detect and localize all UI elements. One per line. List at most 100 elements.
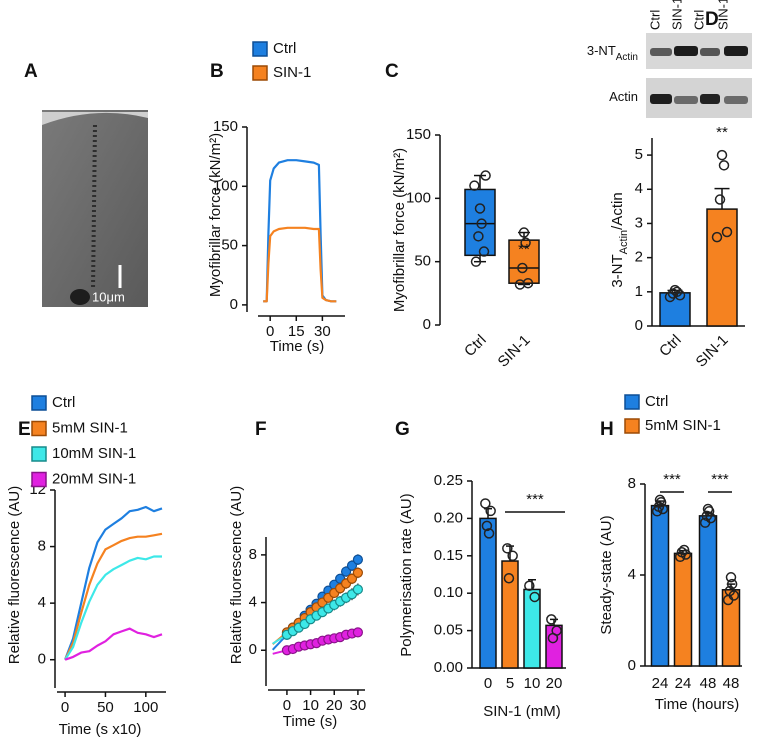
y-tick-label: 0.15: [434, 547, 463, 564]
x-tick-label: 48: [723, 675, 740, 692]
y-tick-label: 0.20: [434, 509, 463, 526]
data-point: [352, 627, 364, 638]
data-point: [346, 560, 358, 571]
needle: [70, 289, 90, 305]
x-tick-label: 30: [350, 697, 367, 714]
bar: [721, 589, 741, 667]
x-axis-label: Time (s): [283, 713, 337, 730]
line: [64, 505, 163, 661]
data-point: [520, 237, 531, 248]
line: [64, 555, 162, 661]
data-point: [678, 544, 690, 556]
y-tick-label: 1: [635, 283, 643, 300]
data-point: [718, 160, 730, 171]
significance: **: [518, 241, 530, 258]
data-point: [547, 632, 559, 644]
bar: [501, 560, 519, 669]
band: [700, 94, 720, 104]
x-tick-label: 0: [283, 697, 291, 714]
data-point: [651, 506, 663, 517]
panel-label: G: [395, 419, 410, 440]
legend-swatch: [252, 65, 268, 81]
bar: [698, 515, 718, 667]
y-tick-label: 0: [635, 317, 643, 334]
legend-swatch: [31, 471, 47, 488]
bar: [673, 552, 693, 667]
y-tick-label: 8: [38, 538, 46, 555]
line: [64, 627, 163, 661]
data-point: [671, 286, 683, 298]
significance: ***: [526, 491, 544, 508]
legend-swatch: [31, 395, 47, 411]
x-tick-label: SIN-1: [693, 332, 732, 371]
data-point: [711, 231, 723, 243]
data-point: [725, 572, 737, 583]
micrograph: [42, 110, 148, 307]
x-tick-label: 48: [700, 675, 717, 692]
panel-a: A 10μm: [24, 61, 148, 307]
y-tick-label: 100: [213, 177, 238, 194]
x-tick-label: 24: [652, 675, 669, 692]
x-tick-label: 15: [288, 323, 305, 340]
y-axis-label: Polymerisation rate (AU): [398, 493, 415, 656]
data-point: [514, 279, 526, 290]
x-tick-label: 0: [484, 675, 492, 692]
data-point: [476, 218, 487, 229]
data-point: [470, 256, 482, 267]
line: [263, 226, 337, 303]
legend-swatch: [624, 394, 640, 410]
x-tick-label: 24: [675, 675, 692, 692]
y-axis-label-part: 3-NT: [609, 254, 626, 287]
data-point: [702, 503, 714, 515]
data-point: [726, 578, 738, 590]
pipette: [42, 112, 148, 125]
x-tick-label: 10: [302, 697, 319, 714]
legend-label: Ctrl: [645, 393, 668, 410]
legend-swatch: [252, 41, 268, 57]
panel: G 0.00 0.05 0.10 0.15 0.20 0.25 Polymerisation …: [395, 419, 566, 720]
legend-swatch: [31, 420, 47, 437]
legend-swatch: [31, 446, 47, 462]
line: [64, 532, 163, 661]
data-point: [352, 567, 364, 578]
y-tick-label: 0.00: [434, 659, 463, 676]
y-tick-label: 0.25: [434, 472, 463, 489]
band: [650, 94, 672, 104]
data-point: [524, 580, 535, 591]
data-point: [469, 180, 480, 191]
panel-label: F: [255, 419, 267, 440]
x-tick-label: 100: [133, 699, 158, 716]
legend-label: SIN-1: [273, 64, 311, 81]
data-point: [503, 572, 515, 584]
band: [700, 48, 720, 56]
y-tick-label: 4: [38, 594, 46, 611]
data-point: [481, 520, 493, 532]
data-point: [716, 149, 728, 161]
significance: **: [716, 124, 728, 141]
data-point: [714, 194, 726, 205]
panel-label: A: [24, 61, 38, 82]
y-axis-label: Myofibrillar force (kN/m²): [391, 148, 408, 312]
band: [724, 96, 748, 104]
y-tick-label: 100: [406, 189, 431, 206]
y-tick-label: 3: [635, 214, 643, 231]
data-point: [473, 231, 484, 242]
panel-label: D: [705, 9, 719, 30]
y-tick-label: 4: [249, 594, 257, 611]
legend-label: 10mM SIN-1: [52, 445, 136, 462]
bar: [706, 208, 738, 327]
x-tick-label: 0: [266, 323, 274, 340]
panel: C 0 50 100 150 Myofibrillar force (kN/m²) Ctrl…: [385, 61, 540, 371]
data-point: [483, 528, 495, 539]
lane-label: SIN-1: [715, 0, 730, 30]
x-tick-label: 10: [524, 675, 541, 692]
y-axis-label: Relative fluorescence (AU): [228, 486, 245, 664]
data-point: [522, 277, 534, 289]
data-point: [502, 543, 513, 554]
x-tick-label: 30: [314, 323, 331, 340]
legend-swatch: [624, 418, 640, 434]
data-point: [676, 547, 688, 558]
